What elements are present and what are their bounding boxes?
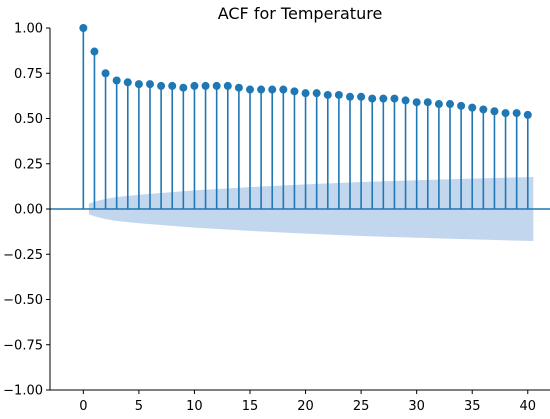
x-tick-label: 10 bbox=[186, 399, 203, 414]
stem-marker-lag-40 bbox=[523, 110, 532, 119]
stem-marker-lag-3 bbox=[112, 76, 121, 85]
y-tick-label: −0.75 bbox=[3, 338, 43, 353]
stem-marker-lag-14 bbox=[234, 83, 243, 92]
stem-marker-lag-9 bbox=[179, 83, 188, 92]
x-tick-label: 40 bbox=[520, 399, 537, 414]
stem-marker-lag-39 bbox=[512, 109, 521, 118]
stem-marker-lag-35 bbox=[468, 103, 477, 112]
x-tick-label: 25 bbox=[353, 399, 370, 414]
stem-marker-lag-13 bbox=[223, 81, 232, 90]
stem-marker-lag-37 bbox=[490, 107, 499, 116]
stem-marker-lag-8 bbox=[168, 81, 177, 90]
stem-marker-lag-30 bbox=[412, 98, 421, 107]
y-tick-label: 0.50 bbox=[14, 112, 43, 127]
y-tick-label: −0.25 bbox=[3, 248, 43, 263]
stem-marker-lag-23 bbox=[334, 90, 343, 99]
stem-marker-lag-33 bbox=[446, 100, 454, 109]
plot-area bbox=[50, 24, 550, 242]
stem-marker-lag-0 bbox=[79, 24, 88, 32]
stem-marker-lag-17 bbox=[268, 85, 277, 94]
stem-marker-lag-2 bbox=[101, 69, 110, 78]
x-tick-label: 30 bbox=[408, 399, 425, 414]
stem-marker-lag-25 bbox=[357, 92, 366, 101]
stem-marker-lag-16 bbox=[257, 85, 266, 94]
x-tick-label: 35 bbox=[464, 399, 481, 414]
stem-marker-lag-32 bbox=[434, 100, 443, 109]
y-tick-label: 0.00 bbox=[14, 203, 43, 218]
x-tick-label: 5 bbox=[135, 399, 143, 414]
stem-marker-lag-24 bbox=[346, 92, 354, 101]
stem-marker-lag-36 bbox=[479, 105, 488, 114]
chart-title: ACF for Temperature bbox=[218, 4, 383, 23]
stem-marker-lag-12 bbox=[212, 81, 221, 90]
stem-marker-lag-19 bbox=[290, 87, 299, 96]
stem-marker-lag-10 bbox=[190, 81, 199, 90]
stem-marker-lag-21 bbox=[312, 89, 321, 98]
y-tick-label: 1.00 bbox=[14, 22, 43, 37]
stem-marker-lag-28 bbox=[390, 94, 399, 103]
y-tick-label: 0.75 bbox=[14, 67, 43, 82]
x-tick-label: 0 bbox=[79, 399, 87, 414]
stem-marker-lag-1 bbox=[90, 47, 99, 56]
x-tick-label: 20 bbox=[297, 399, 314, 414]
stem-marker-lag-34 bbox=[457, 101, 466, 110]
y-tick-label: 0.25 bbox=[14, 157, 43, 172]
stem-marker-lag-22 bbox=[323, 90, 332, 99]
stem-marker-lag-20 bbox=[301, 89, 310, 98]
stem-marker-lag-18 bbox=[279, 85, 288, 94]
stem-marker-lag-15 bbox=[246, 85, 254, 94]
y-tick-label: −1.00 bbox=[3, 384, 43, 399]
stem-marker-lag-11 bbox=[201, 81, 210, 90]
y-tick-label: −0.50 bbox=[3, 293, 43, 308]
stem-marker-lag-26 bbox=[368, 94, 377, 103]
stem-marker-lag-27 bbox=[379, 94, 388, 103]
stem-marker-lag-7 bbox=[157, 81, 166, 90]
stem-marker-lag-5 bbox=[134, 80, 143, 89]
stem-marker-lag-38 bbox=[501, 109, 510, 118]
x-tick-label: 15 bbox=[242, 399, 259, 414]
stem-marker-lag-6 bbox=[146, 80, 154, 89]
stem-marker-lag-31 bbox=[423, 98, 432, 107]
stem-marker-lag-29 bbox=[401, 96, 410, 105]
stem-marker-lag-4 bbox=[123, 78, 132, 87]
axes: 1.00 0.75 0.50 0.25 0.00 −0.25 −0.50 −0.75 −1.00… bbox=[3, 22, 550, 414]
